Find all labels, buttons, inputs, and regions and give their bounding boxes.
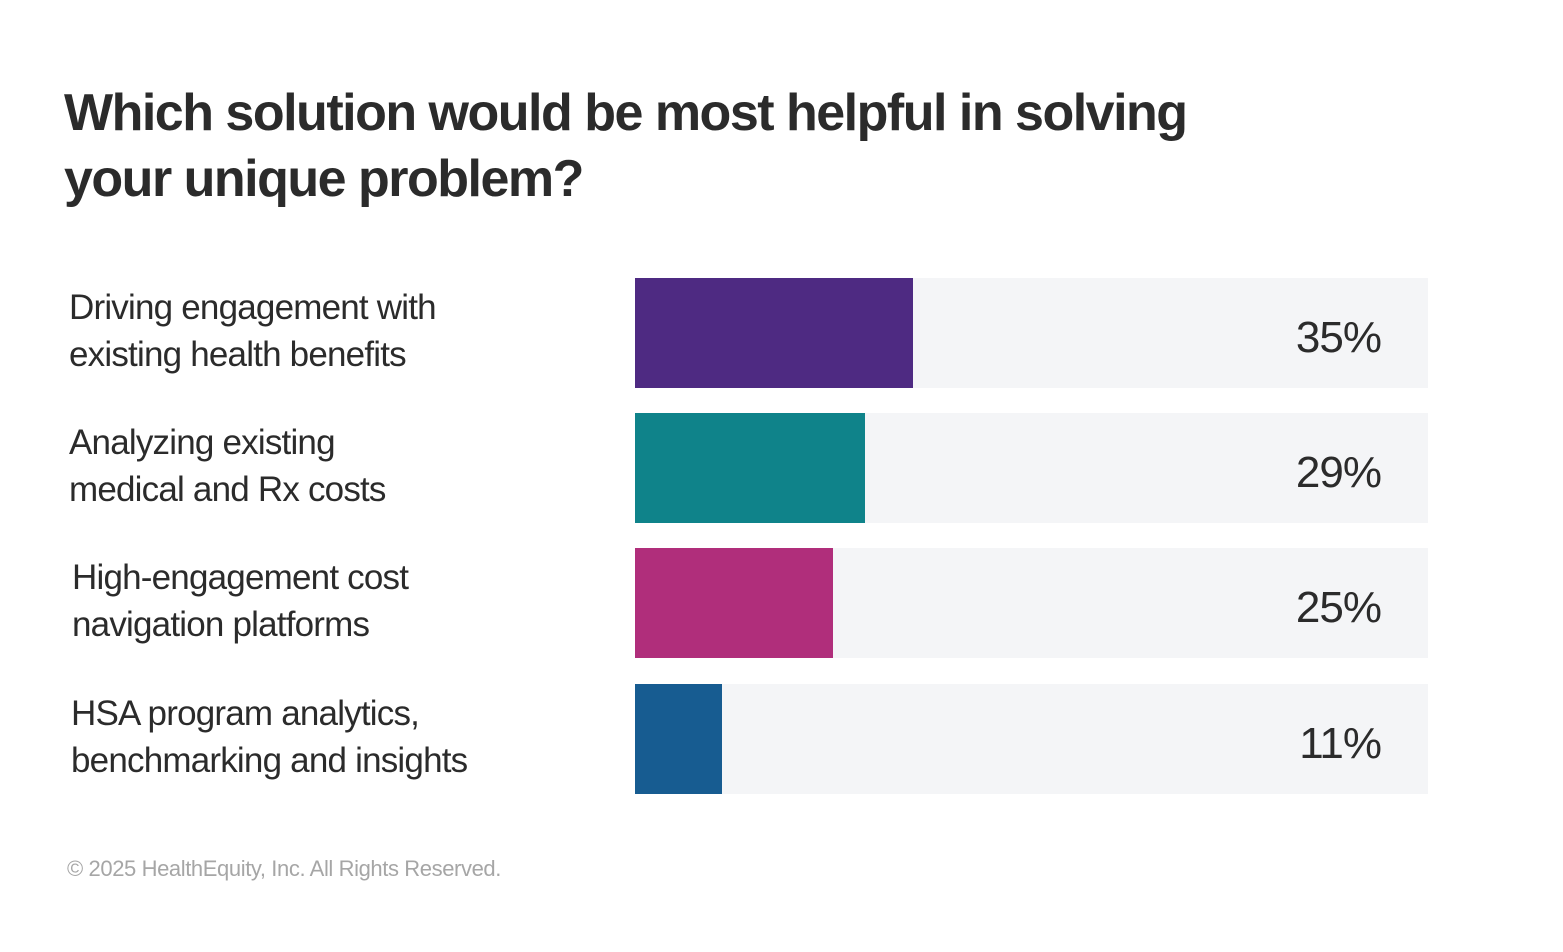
bar-track: 29%	[635, 413, 1428, 523]
bar-row-analyzing-costs: Analyzing existing medical and Rx costs …	[0, 413, 1563, 523]
category-label-line: Driving engagement with	[69, 288, 437, 327]
bar-driving-engagement	[635, 278, 913, 388]
category-label-line: benchmarking and insights	[71, 741, 468, 780]
value-label: 11%	[1299, 719, 1382, 768]
category-label: Analyzing existing medical and Rx costs	[69, 419, 609, 513]
value-label: 25%	[1295, 583, 1382, 632]
bar-row-driving-engagement: Driving engagement with existing health …	[0, 278, 1563, 388]
category-label-line: High-engagement cost	[72, 558, 409, 597]
bar-track: 25%	[635, 548, 1428, 658]
chart-title: Which solution would be most helpful in …	[64, 80, 1264, 212]
category-label-line: navigation platforms	[72, 605, 370, 644]
category-label-line: Analyzing existing	[69, 423, 336, 462]
bar-row-hsa-analytics: HSA program analytics, benchmarking and …	[0, 684, 1563, 794]
bar-cost-navigation	[635, 548, 833, 658]
category-label-line: medical and Rx costs	[69, 470, 386, 509]
value-label: 35%	[1295, 313, 1382, 362]
bar-track: 11%	[635, 684, 1428, 794]
category-label: High-engagement cost navigation platform…	[72, 554, 612, 648]
category-label: HSA program analytics, benchmarking and …	[71, 690, 611, 784]
bar-hsa-analytics	[635, 684, 722, 794]
chart-title-line-2: your unique problem?	[64, 150, 584, 208]
category-label-line: HSA program analytics,	[71, 694, 420, 733]
copyright-footer: © 2025 HealthEquity, Inc. All Rights Res…	[67, 856, 501, 881]
bar-row-cost-navigation: High-engagement cost navigation platform…	[0, 548, 1563, 658]
category-label: Driving engagement with existing health …	[69, 284, 609, 378]
chart-title-line-1: Which solution would be most helpful in …	[64, 84, 1188, 142]
value-label: 29%	[1295, 448, 1382, 497]
bar-track: 35%	[635, 278, 1428, 388]
category-label-line: existing health benefits	[69, 335, 407, 374]
bar-analyzing-costs	[635, 413, 865, 523]
